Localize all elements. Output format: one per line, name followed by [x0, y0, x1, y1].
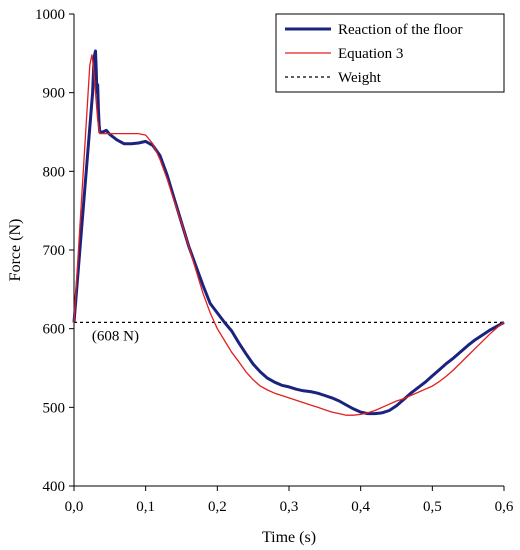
- y-tick-label: 500: [43, 400, 66, 416]
- y-tick-label: 700: [43, 243, 66, 259]
- legend-label-reaction: Reaction of the floor: [338, 22, 463, 38]
- annotation-layer: (608 N): [92, 329, 139, 345]
- y-axis-title: Force (N): [7, 219, 24, 282]
- y-tick-label: 900: [43, 86, 66, 102]
- x-tick-label: 0,5: [423, 499, 442, 515]
- series-layer: [72, 49, 505, 416]
- x-axis-title: Time (s): [262, 529, 316, 546]
- x-tick-label: 0,4: [351, 499, 370, 515]
- x-tick-label: 0,6: [495, 499, 514, 515]
- x-tick-label: 0,3: [280, 499, 299, 515]
- y-tick-label: 1000: [35, 7, 65, 23]
- x-tick-label: 0,0: [65, 499, 84, 515]
- legend-label-weight: Weight: [338, 70, 382, 86]
- x-tick-label: 0,1: [136, 499, 155, 515]
- plot-area: 0,0 0,1 0,2 0,3 0,4 0,5 0,6 400 500 600 700 800 900…: [35, 7, 514, 515]
- series-line-reaction-of-the-floor: [72, 49, 505, 416]
- y-tick-label: 600: [43, 322, 66, 338]
- legend: Reaction of the floor Equation 3 Weight: [275, 13, 505, 93]
- x-tick-label: 0,2: [208, 499, 227, 515]
- legend-label-equation: Equation 3: [338, 46, 403, 62]
- y-tick-label: 400: [43, 479, 66, 495]
- x-axis-ticks: 0,0 0,1 0,2 0,3 0,4 0,5 0,6: [65, 486, 514, 515]
- y-axis-ticks: 400 500 600 700 800 900 1000: [35, 7, 74, 495]
- weight-annotation: (608 N): [92, 329, 139, 345]
- series-line-equation-3: [73, 54, 505, 416]
- y-tick-label: 800: [43, 164, 66, 180]
